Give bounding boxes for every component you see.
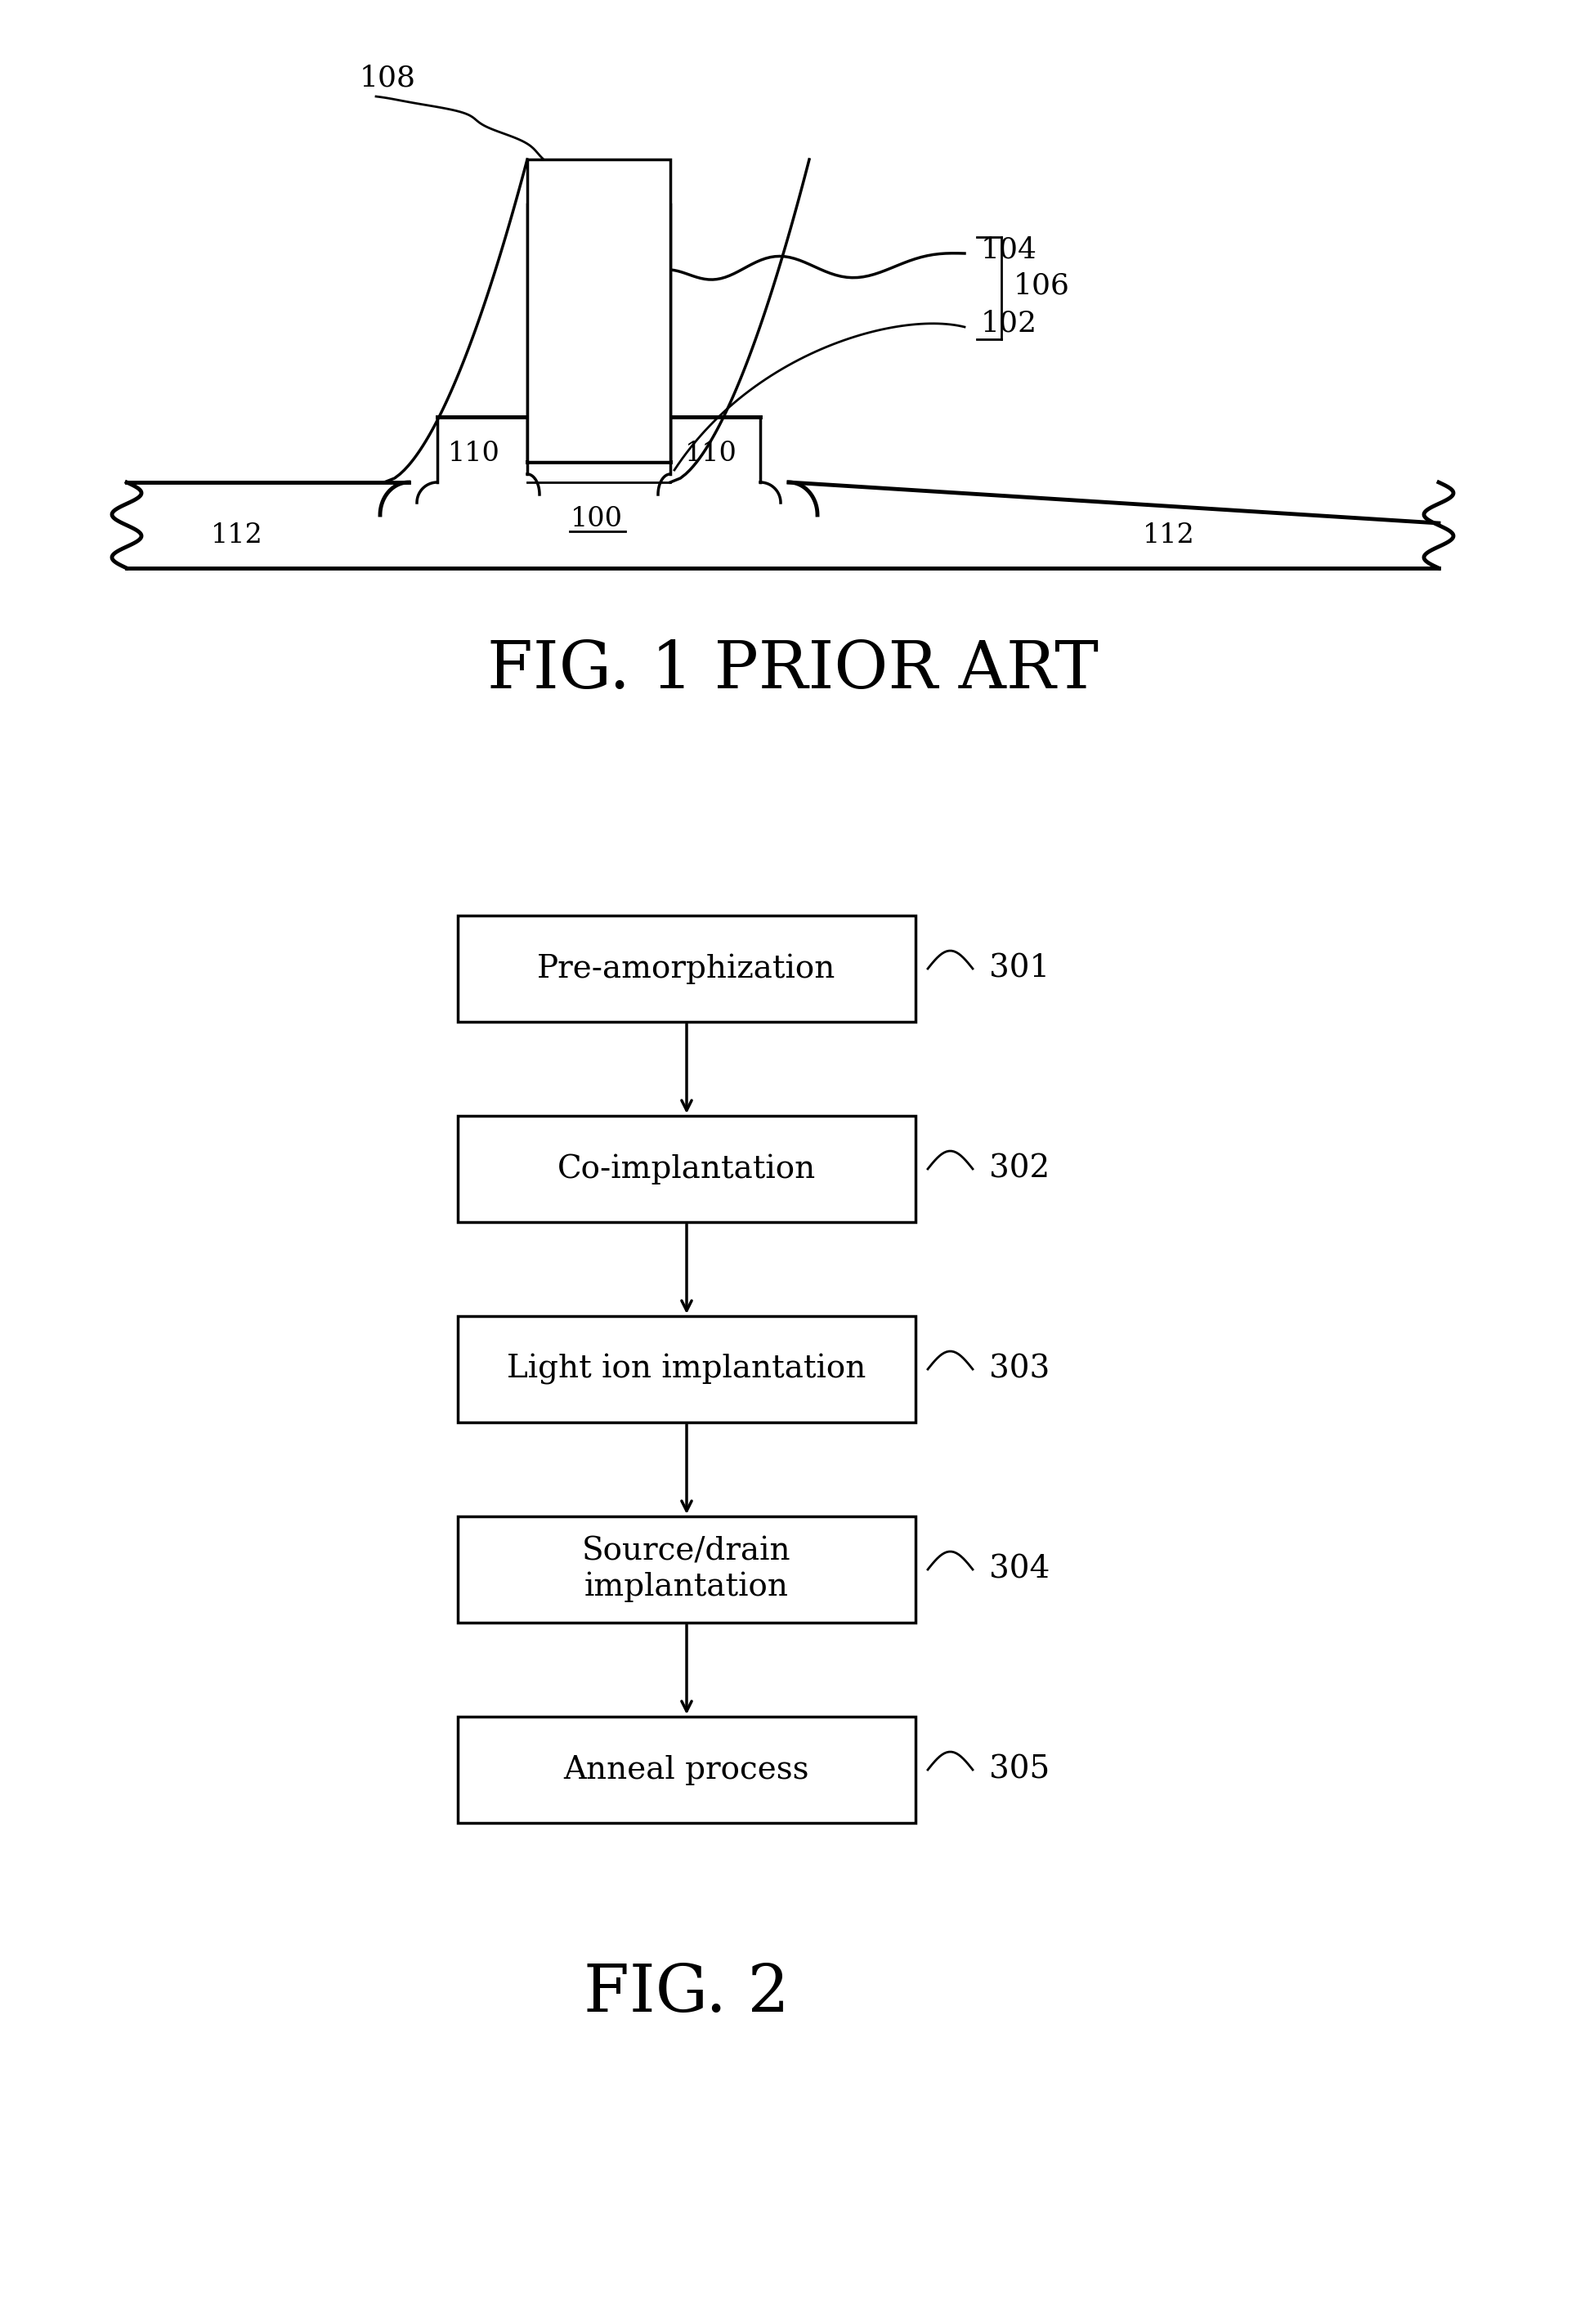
Text: FIG. 2: FIG. 2 [583,1961,789,2027]
Bar [458,916,915,1023]
Text: Light ion implantation: Light ion implantation [507,1353,865,1385]
Bar [526,160,670,462]
Bar [458,1315,915,1422]
Text: 104: 104 [981,235,1037,263]
Bar [458,1116,915,1222]
Text: FIG. 1 PRIOR ART: FIG. 1 PRIOR ART [487,639,1098,702]
Text: Co-implantation: Co-implantation [556,1153,815,1185]
Text: 303: 303 [989,1355,1049,1385]
Text: 100: 100 [571,507,623,532]
Text: 112: 112 [211,523,263,548]
Text: 302: 302 [989,1153,1049,1183]
Text: 301: 301 [989,953,1049,983]
Text: 110: 110 [449,442,499,467]
Text: 304: 304 [989,1555,1049,1585]
Text: 305: 305 [989,1755,1049,1785]
Text: Anneal process: Anneal process [564,1755,808,1785]
Bar [458,1515,915,1622]
Bar [526,205,670,462]
Text: 106: 106 [1013,272,1070,300]
Text: Pre-amorphization: Pre-amorphization [537,953,835,983]
Text: 108: 108 [360,63,415,91]
Text: 102: 102 [981,309,1037,337]
Text: 110: 110 [685,442,737,467]
Text: 112: 112 [1143,523,1195,548]
Text: Source/drain
implantation: Source/drain implantation [582,1536,791,1601]
Bar [458,1717,915,1822]
